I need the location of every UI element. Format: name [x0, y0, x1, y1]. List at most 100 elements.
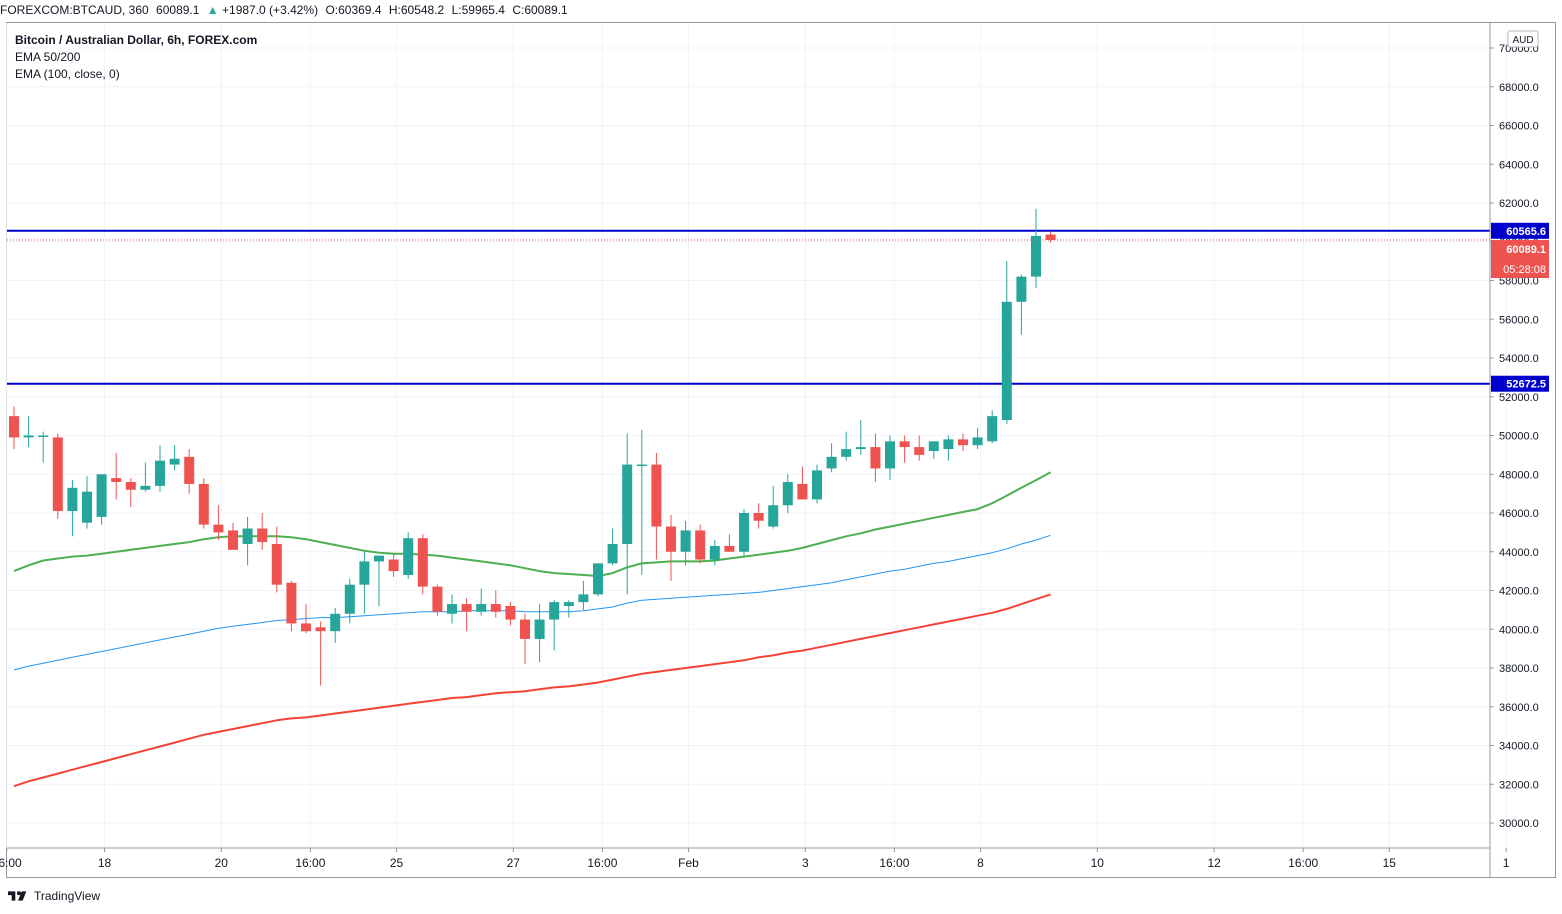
price-tick-label: 48000.0	[1499, 469, 1539, 481]
candle-down	[9, 406, 19, 450]
candle-body	[111, 478, 122, 482]
candle-up	[23, 416, 34, 448]
candle-body	[344, 584, 355, 614]
candle-body	[417, 538, 428, 587]
candle-up	[768, 485, 779, 529]
time-tick-label: 16:00	[1288, 856, 1318, 870]
candle-body	[636, 464, 647, 467]
candle-body	[155, 460, 165, 486]
candle-down	[958, 433, 968, 451]
candle-body	[899, 441, 910, 448]
price-tick-label: 64000.0	[1499, 159, 1539, 171]
candle-body	[432, 586, 443, 612]
legend-title[interactable]: Bitcoin / Australian Dollar, 6h, FOREX.c…	[15, 33, 258, 47]
horizontal-lines	[7, 229, 1490, 385]
candle-up	[636, 429, 647, 575]
price-tick-label: 44000.0	[1499, 547, 1539, 559]
candle-body	[228, 530, 238, 550]
candle-up	[1016, 274, 1027, 335]
candle-up	[96, 474, 107, 525]
time-tick-label: 3	[802, 856, 809, 870]
candles	[9, 208, 1056, 686]
candle-up	[549, 600, 560, 651]
candle-up	[476, 588, 487, 616]
price-change: +1987.0 (+3.42%)	[222, 3, 319, 17]
candle-down	[198, 478, 209, 529]
candle-up	[841, 431, 852, 461]
ema-line-3	[13, 593, 1051, 788]
candle-body	[388, 559, 399, 572]
candle-down	[505, 602, 516, 626]
candle-body	[67, 487, 78, 512]
close-value: 60089.1	[524, 3, 568, 17]
candle-body	[315, 627, 326, 632]
price-tick-label: 50000.0	[1499, 431, 1539, 443]
candle-up	[593, 563, 603, 597]
candle-up	[622, 433, 633, 595]
candle-body	[549, 602, 560, 620]
open-label: O:	[325, 3, 339, 17]
candle-body	[607, 544, 618, 564]
candle-down	[695, 524, 706, 564]
candle-body	[1001, 301, 1012, 420]
candle-down	[257, 513, 268, 550]
candle-up	[242, 516, 253, 566]
time-tick-label: 20	[215, 856, 229, 870]
candle-down	[315, 621, 326, 686]
candle-body	[23, 435, 34, 438]
candle-up	[855, 420, 866, 455]
close-label: C:	[512, 3, 525, 17]
candle-body	[841, 449, 852, 457]
candle-body	[768, 505, 779, 527]
candle-up	[344, 578, 355, 624]
low-label: L:	[451, 3, 462, 17]
candle-up	[928, 441, 939, 459]
level-price-tag	[1491, 375, 1549, 392]
candle-up	[67, 480, 78, 537]
time-tick-label: 16:00	[295, 856, 325, 870]
candle-body	[257, 528, 268, 543]
footer: TradingView	[8, 886, 100, 906]
time-tick-label: 16:00	[587, 856, 617, 870]
ema-lines	[13, 471, 1052, 788]
price-tick-label: 34000.0	[1499, 741, 1539, 753]
candle-down	[228, 522, 238, 550]
level-price-tag	[1491, 222, 1549, 239]
candle-up	[709, 540, 720, 566]
brand-name[interactable]: TradingView	[34, 889, 101, 903]
candle-body	[96, 474, 107, 517]
time-tick-label: 16:00	[879, 856, 909, 870]
candle-body	[198, 483, 209, 525]
legend-indicator-ema-50-200[interactable]: EMA 50/200	[15, 50, 81, 64]
candle-down	[666, 514, 676, 581]
candle-body	[476, 604, 487, 612]
candle-body	[709, 545, 720, 560]
currency-badge[interactable]: AUD	[1507, 30, 1539, 48]
price-tick-label: 36000.0	[1499, 702, 1539, 714]
candle-down	[490, 590, 501, 618]
symbol-interval[interactable]: FOREXCOM:BTCAUD, 360	[0, 3, 149, 17]
candle-up	[739, 509, 749, 558]
price-tick-label: 58000.0	[1499, 276, 1539, 288]
open-value: 60369.4	[338, 3, 382, 17]
price-tick-label: 42000.0	[1499, 586, 1539, 598]
grid-lines	[6, 23, 1507, 848]
candle-body	[563, 602, 574, 606]
time-tick-label: 27	[507, 856, 521, 870]
candle-body	[490, 604, 501, 612]
bar-countdown-label: 05:28:08	[1503, 264, 1546, 276]
price-tick-label: 56000.0	[1499, 314, 1539, 326]
time-tick-label: 15	[1383, 856, 1397, 870]
candle-body	[447, 604, 457, 614]
price-tick-label: 32000.0	[1499, 779, 1539, 791]
candle-body	[593, 563, 603, 595]
tradingview-logo-icon[interactable]	[8, 889, 30, 903]
candle-up	[943, 435, 954, 461]
candle-down	[301, 604, 311, 634]
candle-body	[534, 619, 545, 639]
legend-indicator-ema-100[interactable]: EMA (100, close, 0)	[15, 67, 120, 81]
change-up-icon: ▲	[206, 3, 219, 17]
candle-body	[651, 464, 662, 527]
candle-down	[1045, 231, 1056, 243]
